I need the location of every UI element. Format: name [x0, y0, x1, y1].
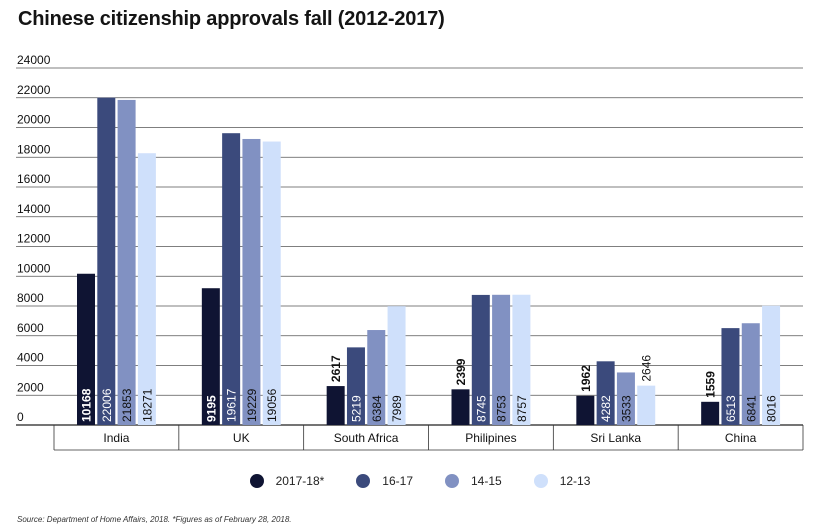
data-label: 22006 — [100, 388, 114, 422]
legend-item-16-17: 16-17 — [356, 474, 413, 488]
data-label: 2646 — [640, 355, 654, 382]
y-tick-label: 2000 — [17, 380, 44, 394]
y-tick-label: 20000 — [17, 113, 51, 127]
bar — [117, 99, 136, 426]
bar — [721, 328, 740, 425]
data-label: 19617 — [225, 388, 239, 422]
bar — [701, 401, 720, 425]
data-label: 1559 — [704, 371, 718, 398]
y-tick-label: 10000 — [17, 261, 51, 275]
y-tick-label: 0 — [17, 410, 24, 424]
data-label: 6384 — [370, 395, 384, 422]
source-note: Source: Department of Home Affairs, 2018… — [17, 515, 292, 524]
y-tick-label: 22000 — [17, 83, 51, 97]
bar — [741, 323, 760, 425]
data-label: 1962 — [579, 365, 593, 392]
legend-swatch-12-13 — [533, 474, 548, 488]
data-label: 8753 — [495, 395, 509, 422]
bar — [616, 372, 635, 425]
legend-swatch-14-15 — [445, 474, 459, 488]
data-label: 19056 — [265, 388, 279, 422]
y-tick-label: 18000 — [17, 142, 51, 156]
bar — [242, 138, 261, 425]
legend-label-16-17: 16-17 — [382, 474, 413, 488]
bar — [637, 385, 656, 425]
legend-label-14-15: 14-15 — [471, 474, 502, 488]
legend: 2017-18* 16-17 14-15 12-13 — [0, 474, 840, 488]
legend-item-12-13: 12-13 — [533, 474, 591, 488]
legend-item-2017-18: 2017-18* — [249, 474, 325, 488]
legend-label-2017-18: 2017-18* — [275, 474, 325, 488]
y-tick-label: 12000 — [17, 232, 51, 246]
bar — [77, 273, 95, 425]
bar — [762, 305, 781, 425]
y-tick-label: 24000 — [17, 53, 51, 67]
x-tick-label: India — [103, 431, 129, 445]
data-label: 18271 — [140, 388, 154, 422]
bar — [512, 294, 531, 425]
bar — [137, 153, 156, 425]
bar — [576, 395, 595, 425]
x-tick-label: Philipines — [465, 431, 516, 445]
bar — [262, 141, 281, 426]
data-label: 8745 — [474, 395, 488, 422]
data-label: 8757 — [515, 395, 529, 422]
x-tick-label: China — [725, 431, 757, 445]
legend-swatch-16-17 — [356, 474, 371, 488]
bar — [367, 330, 386, 425]
legend-label-12-13: 12-13 — [559, 474, 591, 488]
bar — [387, 306, 406, 425]
chart-title: Chinese citizenship approvals fall (2012… — [18, 8, 445, 30]
bar — [471, 294, 490, 425]
bar — [451, 389, 470, 425]
bar-chart: 0 2000 4000 6000 8000 10000 12000 14000 16000 180… — [16, 53, 804, 451]
y-tick-label: 16000 — [17, 172, 51, 186]
data-label: 8016 — [765, 395, 779, 422]
data-label: 9195 — [204, 395, 218, 422]
data-label: 4282 — [599, 395, 613, 422]
bar — [492, 294, 511, 425]
data-label: 19229 — [245, 388, 259, 422]
data-label: 21853 — [120, 388, 134, 422]
x-tick-label: UK — [233, 431, 250, 445]
data-label: 2617 — [329, 355, 343, 382]
bar — [222, 133, 241, 425]
data-label: 6841 — [744, 395, 758, 422]
legend-swatch-2017-18 — [249, 474, 264, 488]
bar — [97, 97, 116, 425]
legend-item-14-15: 14-15 — [445, 474, 502, 488]
data-label: 3533 — [619, 395, 633, 422]
data-label: 7989 — [390, 395, 404, 422]
x-tick-label: Sri Lanka — [590, 431, 641, 445]
y-tick-label: 4000 — [17, 351, 44, 365]
data-label: 5219 — [349, 395, 363, 422]
x-tick-label: South Africa — [334, 431, 399, 445]
bar — [201, 288, 220, 425]
data-label: 2399 — [454, 358, 468, 385]
y-tick-label: 8000 — [17, 291, 44, 305]
data-label: 10168 — [80, 388, 94, 422]
y-tick-label: 14000 — [17, 202, 51, 216]
bar — [596, 361, 615, 425]
data-label: 6513 — [724, 395, 738, 422]
bar — [346, 347, 365, 425]
y-tick-label: 6000 — [17, 321, 44, 335]
bar — [326, 386, 345, 425]
